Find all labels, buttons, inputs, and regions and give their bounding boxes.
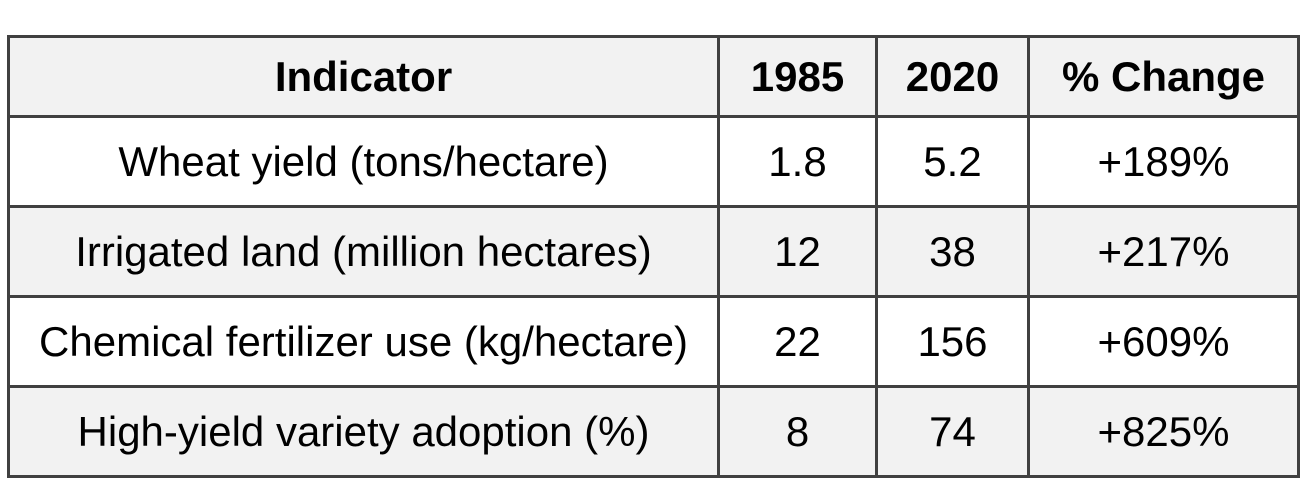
table-body: Wheat yield (tons/hectare) 1.8 5.2 +189%… [7,115,1300,478]
table-row-chemical-fertilizer: Chemical fertilizer use (kg/hectare) 22 … [7,295,1300,388]
header-cell-percent-change: % Change [1027,35,1300,118]
cell-1985-value: 8 [717,385,878,478]
cell-indicator: High-yield variety adoption (%) [7,385,720,478]
cell-percent-change: +217% [1027,205,1300,298]
table-header: Indicator 1985 2020 % Change [7,35,1300,118]
cell-indicator: Wheat yield (tons/hectare) [7,115,720,208]
cell-percent-change: +609% [1027,295,1300,388]
cell-1985-value: 12 [717,205,878,298]
cell-indicator: Chemical fertilizer use (kg/hectare) [7,295,720,388]
header-cell-indicator: Indicator [7,35,720,118]
cell-indicator: Irrigated land (million hectares) [7,205,720,298]
table-row-wheat-yield: Wheat yield (tons/hectare) 1.8 5.2 +189% [7,115,1300,208]
cell-1985-value: 1.8 [717,115,878,208]
cell-2020-value: 5.2 [875,115,1030,208]
cell-1985-value: 22 [717,295,878,388]
cell-percent-change: +189% [1027,115,1300,208]
cell-percent-change: +825% [1027,385,1300,478]
indicators-table: Indicator 1985 2020 % Change Wheat yield… [7,35,1300,478]
table-row-irrigated-land: Irrigated land (million hectares) 12 38 … [7,205,1300,298]
cell-2020-value: 156 [875,295,1030,388]
header-cell-2020: 2020 [875,35,1030,118]
header-row: Indicator 1985 2020 % Change [7,35,1300,118]
cell-2020-value: 38 [875,205,1030,298]
cell-2020-value: 74 [875,385,1030,478]
table-row-high-yield-adoption: High-yield variety adoption (%) 8 74 +82… [7,385,1300,478]
header-cell-1985: 1985 [717,35,878,118]
